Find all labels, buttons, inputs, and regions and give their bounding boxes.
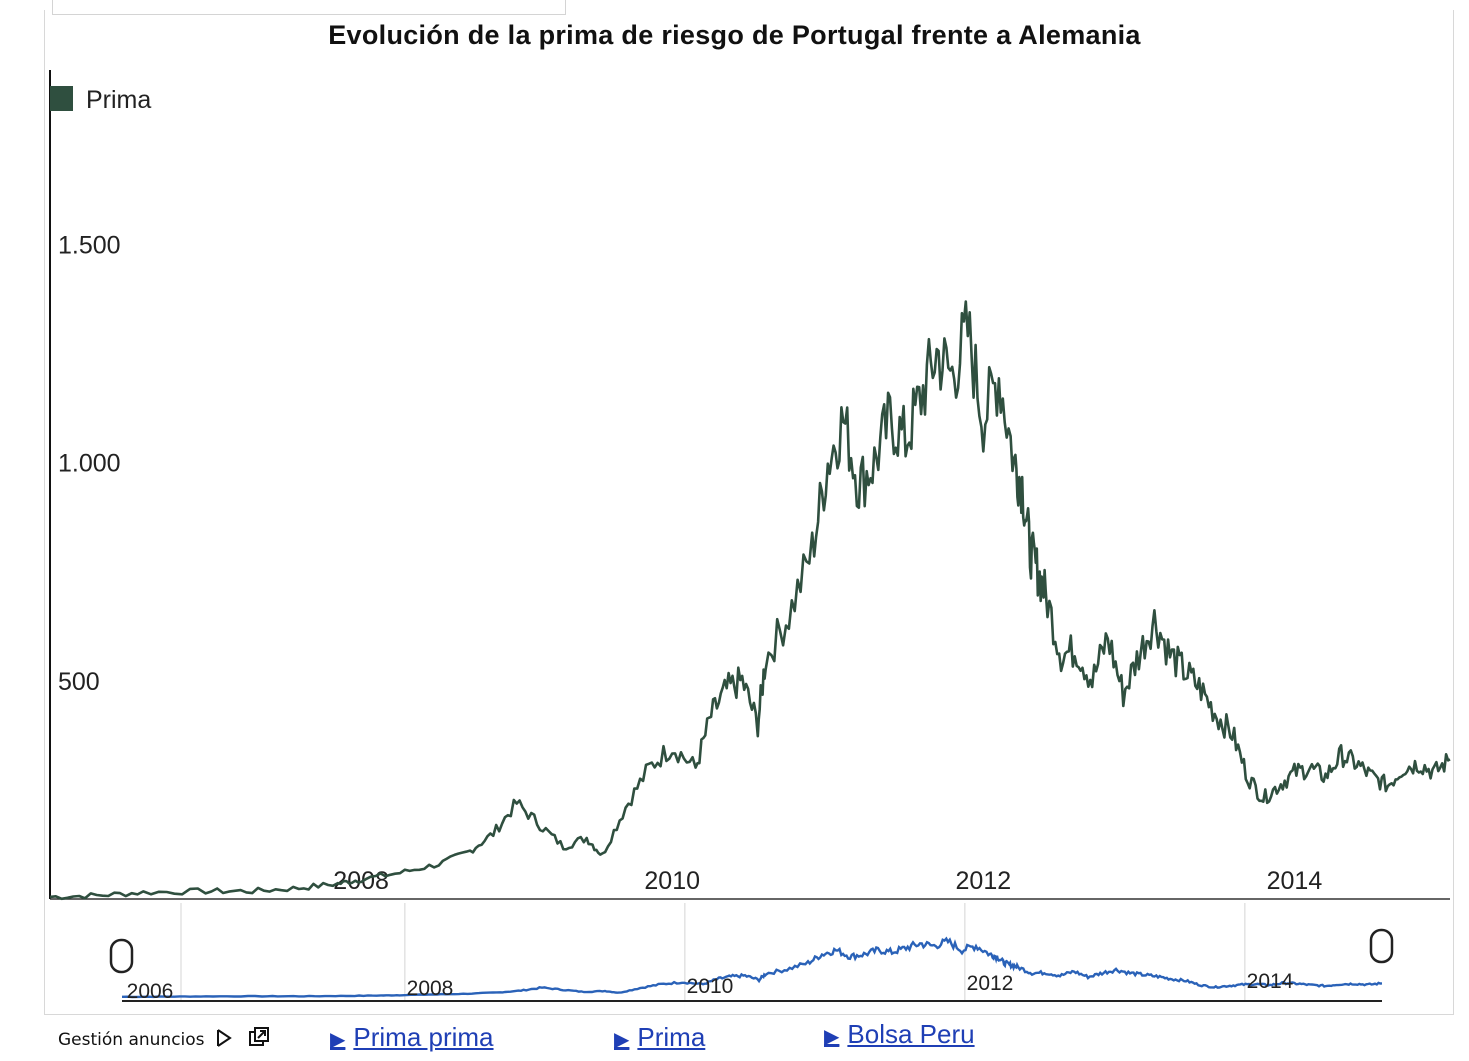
navigator-tick-label: 2008	[407, 977, 454, 1000]
adchoices-icon[interactable]	[216, 1028, 234, 1048]
ad-link-prima-prima[interactable]: ▶ Prima prima	[330, 1022, 494, 1053]
y-tick-label: 500	[58, 668, 100, 696]
navigator-tick-label: 2006	[127, 980, 174, 1003]
legend-label: Prima	[86, 86, 151, 114]
navigator-series-line	[121, 936, 1383, 999]
navigator-tick-label: 2012	[967, 972, 1014, 995]
navigator-right-handle[interactable]	[1369, 928, 1394, 964]
chart-frame	[44, 10, 1454, 1015]
x-tick-label: 2014	[1267, 867, 1323, 895]
x-tick-label: 2012	[956, 867, 1012, 895]
legend-swatch	[50, 86, 73, 111]
y-tick-label: 1.500	[58, 232, 121, 260]
navigator-tick-label: 2010	[687, 975, 734, 998]
ad-link-label: Prima prima	[353, 1022, 494, 1052]
ad-link-label: Prima	[637, 1022, 706, 1052]
play-icon: ▶	[330, 1029, 346, 1051]
play-icon: ▶	[614, 1029, 630, 1051]
series-line-prima	[49, 300, 1451, 901]
x-tick-label: 2010	[644, 867, 700, 895]
ad-link-prima[interactable]: ▶ Prima	[614, 1022, 705, 1053]
ads-management-label: Gestión anuncios	[58, 1030, 205, 1050]
navigator-left-handle[interactable]	[109, 938, 134, 974]
chart-title: Evolución de la prima de riesgo de Portu…	[328, 20, 1141, 50]
ad-link-bolsa-peru[interactable]: ▶ Bolsa Peru	[824, 1019, 975, 1050]
footer-bar: Gestión anuncios ▶ Prima prima ▶ Prima ▶ Bo…	[58, 1019, 1058, 1053]
navigator-tick-label: 2014	[1247, 970, 1294, 993]
y-tick-label: 1.000	[58, 450, 121, 478]
external-window-icon[interactable]	[248, 1026, 270, 1048]
play-icon: ▶	[824, 1026, 840, 1048]
ad-link-label: Bolsa Peru	[847, 1019, 975, 1049]
top-tab	[52, 0, 566, 15]
